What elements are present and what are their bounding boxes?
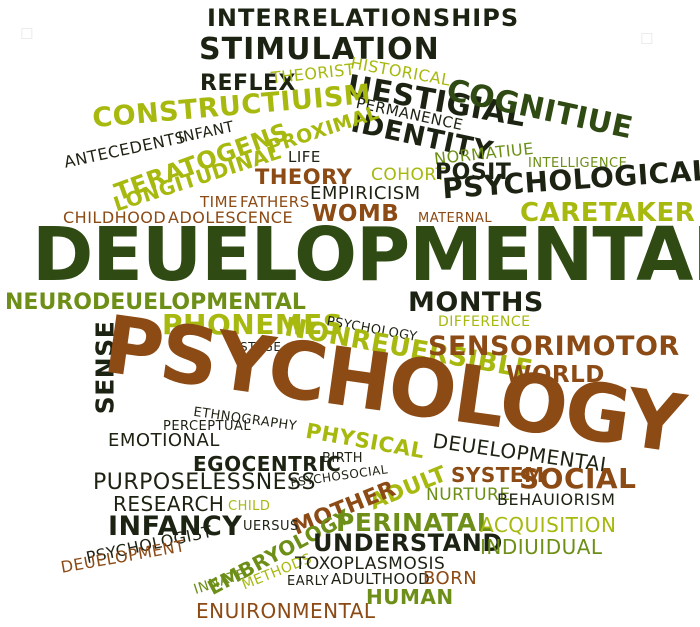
word-stimulation: STIMULATION [199,32,440,67]
word-life: LIFE [288,148,321,166]
word-maternal: MATERNAL [418,211,493,226]
word-early: EARLY [287,574,330,589]
word-egocentric: EGOCENTRIC [193,452,342,476]
watermark-logo: ☐ [20,25,34,43]
word-time: TIME [200,193,239,211]
word-human: HUMAN [366,585,454,609]
word-behauiorism: BEHAUIORISM [497,490,616,509]
word-womb: WOMB [312,201,400,227]
word-interrelationships: INTERRELATIONSHIPS [207,4,520,32]
word-system: SYSTEM [451,463,545,487]
word-social: SOCIAL [519,462,637,495]
word-world: WORLD [506,362,605,388]
word-adulthood: ADULTHOOD [331,570,431,588]
word-fathers: FATHERS [240,193,310,211]
word-intelligence: INTELLIGENCE [528,156,628,171]
word-born: BORN [423,568,478,589]
word-stage: STAGE [240,340,282,354]
word-childhood: CHILDHOOD [63,208,167,227]
word-difference: DIFFERENCE [438,314,531,330]
word-empiricism: EMPIRICISM [310,183,421,204]
word-neurodeuelopmental: NEURODEUELOPMENTAL [5,290,306,315]
word-birth: BIRTH [322,451,364,466]
word-research: RESEARCH [113,492,225,516]
word-reflex: REFLEX [200,71,297,96]
word-understand: UNDERSTAND [313,529,503,557]
word-phonemes: PHONEMES [162,308,344,341]
word-child: CHILD [228,499,271,514]
word-uersus: UERSUS [243,519,299,534]
word-emotional: EMOTIONAL [108,430,220,451]
word-theory: THEORY [255,165,353,189]
word-deuelopmental-main: DEUELOPMENTAL [32,212,700,298]
word-adolescence: ADOLESCENCE [168,208,294,227]
word-caretaker: CARETAKER [520,198,696,228]
word-acquisition: ACQUISITION [480,513,617,537]
word-toxoplasmosis: TOXOPLASMOSIS [295,554,446,574]
word-nurture: NURTURE [426,485,511,505]
word-perceptual: PERCEPTUAL [163,419,252,434]
word-sensorimotor: SENSORIMOTOR [428,331,680,362]
word-infancy: INFANCY [108,511,243,542]
word-purposelessness: PURPOSELESSNESS [93,470,316,495]
word-indiuidual: INDIUIDUAL [480,535,603,559]
watermark-logo: ☐ [640,30,654,48]
word-months: MONTHS [408,287,544,318]
word-cohort: COHORT [371,165,447,185]
word-perinatal: PERINATAL [336,508,494,537]
word-enuironmental: ENUIRONMENTAL [196,599,376,623]
word-posit: POSIT [435,160,512,185]
